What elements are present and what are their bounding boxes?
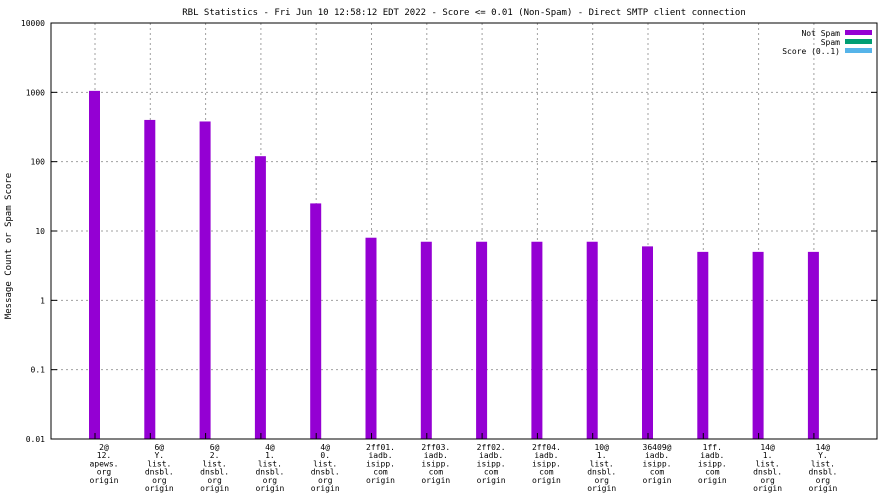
x-tick-label: 2@ 12. apews. org origin: [90, 443, 119, 485]
x-tick-label: 10@ 1. list. dnsbl. org origin: [587, 443, 616, 493]
bar-not-spam: [752, 251, 764, 439]
x-tick-label: 6@ Y. list. dnsbl. org origin: [145, 443, 174, 493]
x-tick-label: 14@ 1. list. dnsbl. org origin: [753, 443, 782, 493]
y-tick-label: 1000: [26, 88, 45, 97]
bars-group: [89, 90, 819, 440]
bar-not-spam: [144, 119, 156, 440]
y-tick-label: 100: [31, 158, 46, 167]
bar-not-spam: [199, 121, 211, 440]
x-tick-label: 36409@ iadb. isipp. com origin: [643, 443, 672, 485]
x-tick-label: 2ff03. iadb. isipp. com origin: [421, 443, 450, 485]
x-tick-label: 2ff02. iadb. isipp. com origin: [477, 443, 506, 485]
x-tick-label: 1ff. iadb. isipp. com origin: [698, 443, 727, 485]
x-tick-label: 4@ 0. list. dnsbl. org origin: [311, 443, 340, 493]
x-tick-label: 4@ 1. list. dnsbl. org origin: [255, 443, 284, 493]
y-tick-label: 0.1: [31, 366, 46, 375]
bar-not-spam: [476, 241, 488, 439]
legend-swatch: [845, 48, 872, 53]
bar-not-spam: [807, 251, 819, 439]
bar-not-spam: [254, 156, 266, 440]
bar-not-spam: [586, 241, 598, 439]
bar-not-spam: [89, 90, 100, 440]
y-axis-label: Message Count or Spam Score: [4, 173, 14, 319]
legend-label: Not Spam: [801, 29, 840, 38]
x-axis-ticks: 2@ 12. apews. org origin 6@ Y. list. dnsbl. org or…: [90, 433, 838, 493]
legend-label: Score (0..1): [782, 47, 840, 56]
chart-title: RBL Statistics - Fri Jun 10 12:58:12 EDT…: [182, 8, 746, 18]
bar-not-spam: [420, 241, 432, 439]
bar-not-spam: [310, 203, 322, 439]
legend-label: Spam: [821, 38, 840, 47]
bar-not-spam: [697, 251, 709, 439]
x-tick-label: 6@ 2. list. dnsbl. org origin: [200, 443, 229, 493]
y-tick-label: 10000: [21, 19, 45, 28]
bar-not-spam: [365, 237, 377, 439]
x-tick-label: 2ff04. iadb. isipp. com origin: [532, 443, 561, 485]
bar-not-spam: [642, 246, 653, 439]
y-axis-ticks: 0.01 0.1 1 10 100 1000 10000: [21, 19, 877, 444]
x-tick-label: 2ff01. iadb. isipp. com origin: [366, 443, 395, 485]
y-tick-label: 10: [35, 227, 45, 236]
y-tick-label: 0.01: [26, 435, 45, 444]
legend-swatch: [845, 30, 872, 35]
bar-not-spam: [531, 241, 543, 439]
y-tick-label: 1: [40, 296, 45, 305]
legend-swatch: [845, 39, 872, 44]
x-tick-label: 14@ Y. list. dnsbl. org origin: [808, 443, 837, 493]
